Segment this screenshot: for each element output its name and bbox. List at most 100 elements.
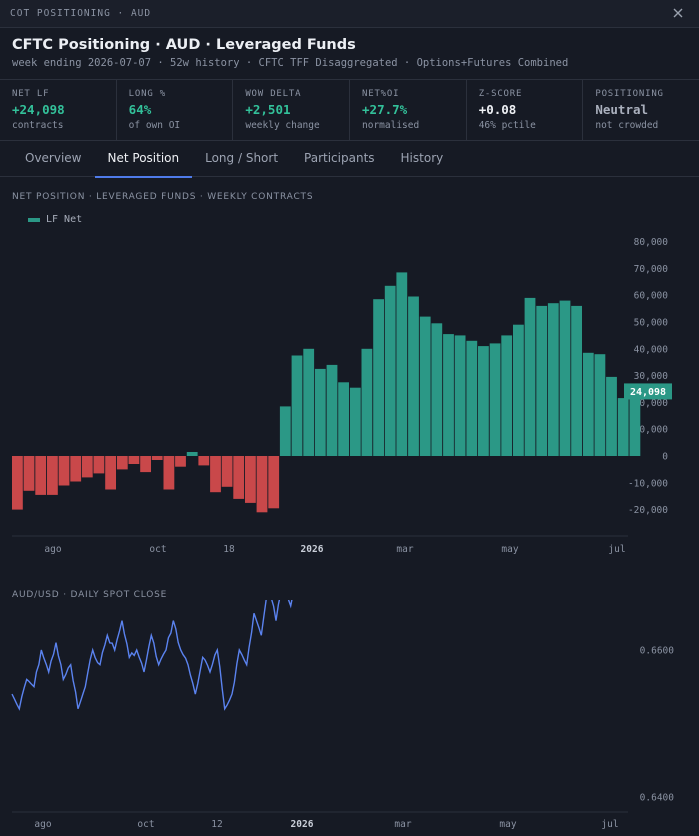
stat-value: 64%: [128, 102, 152, 117]
bar: [58, 456, 70, 486]
bar: [454, 335, 466, 456]
stats-strip: NET LF +24,098 contracts LONG % 64% of own OI…: [0, 79, 699, 141]
bar: [35, 456, 47, 495]
bar: [349, 387, 361, 456]
bar: [314, 368, 326, 456]
y-tick-label: 70,000: [634, 264, 669, 275]
bar: [571, 305, 582, 456]
y-tick-label: -20,000: [628, 505, 668, 516]
y-tick-label: 80,000: [634, 237, 669, 248]
y-tick-label: 0.6600: [640, 646, 675, 657]
tab-history[interactable]: History: [400, 151, 444, 165]
bar: [501, 335, 513, 456]
bar: [606, 376, 617, 456]
bar: [478, 346, 489, 456]
spot-price-chart[interactable]: 0.72000.70000.68000.66000.6400agooct1220…: [0, 600, 699, 836]
y-tick-label: 10,000: [634, 425, 669, 436]
stat-value: +24,098: [12, 102, 65, 117]
spot-chart-title: AUD/USD · DAILY SPOT CLOSE: [12, 590, 168, 600]
stat-card: Z-SCORE +0.08 46% pctile: [467, 80, 584, 140]
x-tick-label: ago: [44, 544, 61, 555]
stat-label: Z-SCORE: [478, 89, 523, 99]
y-tick-label: -10,000: [628, 478, 668, 489]
stat-card: POSITIONING Neutral not crowded: [583, 80, 699, 140]
x-tick-label: oct: [149, 544, 166, 555]
spot-line: [11, 600, 293, 711]
bar: [151, 456, 163, 460]
bar: [210, 456, 221, 493]
tab-net-position[interactable]: Net Position: [94, 141, 193, 178]
bar: [384, 285, 396, 456]
stat-label: WOW DELTA: [245, 89, 302, 99]
bar: [140, 456, 151, 473]
bar: [582, 352, 594, 456]
bar: [47, 456, 58, 495]
stat-card: WOW DELTA +2,501 weekly change: [233, 80, 351, 140]
stat-value: Neutral: [595, 102, 649, 117]
bar: [198, 456, 210, 466]
bar: [23, 456, 35, 491]
x-tick-label: may: [499, 819, 516, 830]
bar: [175, 456, 186, 467]
stat-value: +27.7%: [362, 102, 408, 117]
window-titlebar: COT POSITIONING · AUD: [0, 0, 699, 28]
y-tick-label: 60,000: [634, 291, 669, 302]
bar: [431, 323, 443, 456]
bar: [559, 300, 571, 456]
tab-long-short[interactable]: Long / Short: [205, 151, 279, 165]
stat-card: NET LF +24,098 contracts: [0, 80, 117, 140]
bar: [186, 452, 198, 456]
stat-label: POSITIONING: [595, 89, 664, 99]
bar: [128, 456, 140, 464]
y-tick-label: 40,000: [634, 344, 669, 355]
close-icon[interactable]: [671, 6, 685, 20]
bar: [256, 456, 268, 513]
stat-value: +0.08: [478, 102, 517, 117]
bar: [338, 382, 349, 456]
bar: [105, 456, 116, 490]
x-tick-label: mar: [396, 544, 413, 555]
x-tick-label: jul: [608, 544, 625, 555]
stat-label: LONG %: [128, 89, 166, 99]
tab-overview[interactable]: Overview: [25, 151, 82, 165]
bar: [489, 343, 501, 456]
x-tick-label: 12: [211, 819, 222, 830]
x-tick-label: mar: [394, 819, 411, 830]
page-title: CFTC Positioning · AUD · Leveraged Funds: [12, 37, 356, 53]
bar: [326, 364, 338, 456]
stat-note: weekly change: [245, 120, 320, 131]
tab-participants[interactable]: Participants: [304, 151, 375, 165]
bar: [233, 456, 245, 499]
bar: [268, 456, 280, 509]
stat-note: contracts: [12, 120, 64, 131]
bar: [373, 299, 384, 456]
stat-note: not crowded: [595, 120, 659, 131]
bar: [594, 354, 606, 456]
x-tick-label: 2026: [301, 544, 324, 555]
net-position-chart[interactable]: 80,000 70,000 60,000 50,000 40,000 30,000 20,0…: [0, 228, 699, 563]
chart-legend[interactable]: LF Net: [28, 214, 82, 225]
y-tick-label: 30,000: [634, 371, 669, 382]
bar: [163, 456, 175, 490]
bar: [93, 456, 105, 474]
bar: [513, 324, 524, 456]
bar: [12, 456, 23, 510]
last-value-tag: [624, 383, 672, 400]
x-tick-label: 18: [223, 544, 235, 555]
bar: [361, 348, 373, 456]
window-title: COT POSITIONING · AUD: [10, 8, 152, 19]
bar: [221, 456, 233, 487]
bar: [245, 456, 256, 503]
stat-label: NET%OI: [362, 89, 400, 99]
bar: [629, 391, 641, 456]
stat-value: +2,501: [245, 102, 291, 117]
x-tick-label: 2026: [291, 819, 314, 830]
page-subtitle: week ending 2026-07-07 · 52w history · C…: [12, 57, 569, 69]
y-tick-label: 0: [662, 452, 668, 463]
bar: [524, 297, 536, 456]
x-tick-label: ago: [34, 819, 51, 830]
bar: [291, 355, 303, 456]
bar: [279, 406, 291, 456]
legend-label: LF Net: [46, 214, 83, 225]
stat-note: normalised: [362, 120, 420, 131]
